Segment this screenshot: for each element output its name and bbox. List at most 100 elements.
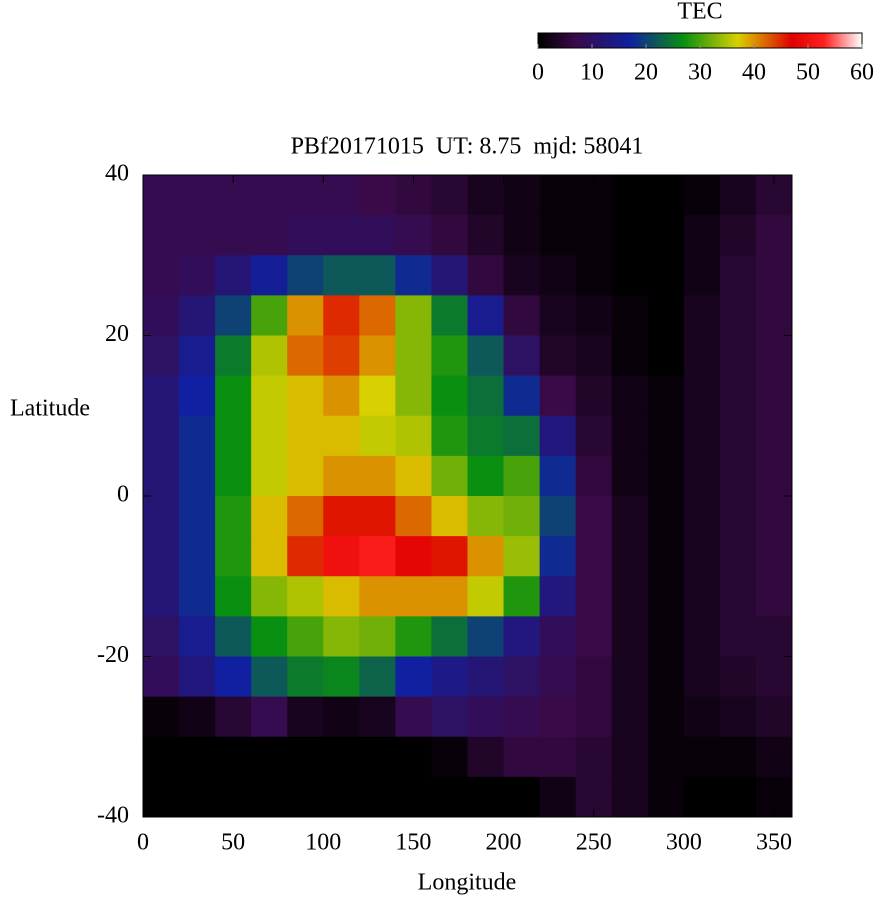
heat-cell — [431, 656, 468, 698]
heat-cell — [755, 255, 793, 296]
heat-cell — [251, 536, 288, 577]
heat-cell — [323, 576, 360, 617]
heat-cell — [719, 215, 757, 256]
heat-cell — [467, 696, 505, 738]
heat-cell — [323, 616, 360, 657]
heat-cell — [539, 656, 577, 698]
heat-cell — [143, 255, 180, 296]
heat-cell — [539, 776, 577, 818]
x-tick-label: 100 — [305, 830, 341, 856]
heat-cell — [395, 335, 432, 377]
heat-cell — [647, 776, 685, 818]
heat-cell — [323, 496, 360, 537]
heat-cell — [251, 175, 288, 216]
heat-cell — [647, 215, 685, 256]
heat-cell — [575, 496, 613, 537]
heat-cell — [611, 576, 649, 617]
heat-cell — [611, 415, 649, 457]
heat-cell — [503, 375, 541, 417]
heat-cell — [719, 656, 757, 698]
heat-cell — [683, 616, 721, 657]
heat-cell — [647, 175, 685, 216]
heat-cell — [323, 415, 360, 457]
heat-cell — [215, 335, 252, 377]
heat-cell — [143, 656, 180, 698]
x-tick-label: 250 — [576, 830, 612, 856]
x-tick-label: 200 — [486, 830, 522, 856]
heat-cell — [143, 696, 180, 738]
heat-cell — [179, 175, 216, 216]
heat-cell — [539, 175, 577, 216]
heat-cell — [179, 335, 216, 377]
heat-cell — [287, 616, 324, 657]
heat-cell — [143, 415, 180, 457]
heat-cell — [179, 736, 216, 778]
heat-cell — [251, 616, 288, 657]
heat-cell — [215, 375, 252, 417]
heat-cell — [431, 616, 468, 657]
heat-cell — [179, 656, 216, 698]
heat-cell — [611, 335, 649, 377]
heat-cell — [431, 175, 468, 216]
colorbar-tick-label: 40 — [742, 60, 766, 86]
heat-cell — [467, 375, 505, 417]
heat-cell — [323, 776, 360, 818]
heat-cell — [287, 736, 324, 778]
heat-cell — [539, 616, 577, 657]
heat-cell — [287, 335, 324, 377]
heat-cell — [755, 656, 793, 698]
heat-cell — [503, 696, 541, 738]
heat-cell — [467, 736, 505, 778]
x-tick-label: 300 — [666, 830, 702, 856]
heat-cell — [647, 295, 685, 336]
heat-cell — [755, 616, 793, 657]
heat-cell — [467, 175, 505, 216]
heat-cell — [719, 415, 757, 457]
heat-cell — [755, 736, 793, 778]
heat-cell — [503, 335, 541, 377]
heat-cell — [251, 576, 288, 617]
heat-cell — [719, 736, 757, 778]
heat-cell — [287, 175, 324, 216]
heat-cell — [395, 215, 432, 256]
heat-cell — [755, 295, 793, 336]
heat-cell — [683, 175, 721, 216]
heat-cell — [359, 736, 396, 778]
heat-cell — [323, 295, 360, 336]
heat-cell — [503, 255, 541, 296]
heat-cell — [395, 295, 432, 336]
heat-cell — [575, 375, 613, 417]
heat-cell — [647, 536, 685, 577]
heat-cell — [467, 255, 505, 296]
heat-cell — [467, 295, 505, 336]
heat-cell — [143, 295, 180, 336]
heat-cell — [431, 696, 468, 738]
heat-cell — [359, 415, 396, 457]
heat-cell — [683, 415, 721, 457]
heat-cell — [215, 496, 252, 537]
heat-cell — [215, 656, 252, 698]
heat-cell — [395, 536, 432, 577]
heat-cell — [179, 776, 216, 818]
heat-cell — [683, 656, 721, 698]
heat-cell — [467, 415, 505, 457]
heat-cell — [719, 335, 757, 377]
heat-cell — [755, 455, 793, 497]
heat-cell — [395, 736, 432, 778]
heat-cell — [215, 696, 252, 738]
heat-cell — [395, 576, 432, 617]
heat-cell — [611, 776, 649, 818]
heat-cell — [683, 215, 721, 256]
heat-cell — [539, 736, 577, 778]
heat-cell — [143, 375, 180, 417]
heat-cell — [539, 295, 577, 336]
heat-cell — [323, 536, 360, 577]
heat-cell — [359, 215, 396, 256]
heat-cell — [719, 295, 757, 336]
heat-cell — [287, 415, 324, 457]
heatmap-cells — [143, 175, 793, 818]
heat-cell — [251, 776, 288, 818]
heat-cell — [467, 576, 505, 617]
heat-cell — [575, 696, 613, 738]
heat-cell — [683, 295, 721, 336]
